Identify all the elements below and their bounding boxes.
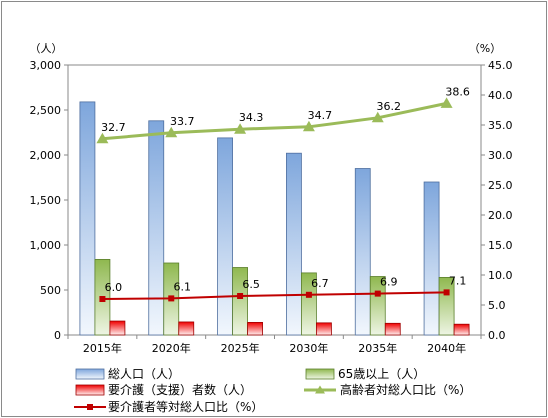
bar-care-recipients xyxy=(247,321,263,336)
bar-65-over xyxy=(232,267,248,336)
right-tick-label: 20.0 xyxy=(488,209,513,222)
bar-care-recipients xyxy=(384,322,401,336)
right-tick-label: 25.0 xyxy=(488,179,513,192)
data-label-elderly-ratio: 32.7 xyxy=(101,121,126,134)
bar-total-population xyxy=(423,181,440,336)
left-tick-label: 1,500 xyxy=(30,194,62,207)
data-label-care-ratio: 6.9 xyxy=(380,276,398,289)
data-label-care-ratio: 6.0 xyxy=(105,281,123,294)
right-tick-label: 5.0 xyxy=(488,299,506,312)
data-label-elderly-ratio: 36.2 xyxy=(377,100,402,113)
right-axis-unit: （%） xyxy=(469,42,501,55)
legend-label-care-recipients: 要介護（支援）者数（人） xyxy=(108,382,252,397)
marker-care-ratio xyxy=(99,296,106,302)
marker-care-ratio xyxy=(374,290,381,297)
left-tick-label: 2,500 xyxy=(30,104,62,117)
bar-65-over xyxy=(301,272,317,336)
right-tick-label: 35.0 xyxy=(488,119,513,132)
left-tick-label: 0 xyxy=(54,329,61,342)
left-tick-label: 500 xyxy=(40,284,61,297)
left-tick-label: 3,000 xyxy=(30,59,62,72)
marker-care-ratio xyxy=(443,289,450,296)
legend-label-total-population: 総人口（人） xyxy=(108,367,180,381)
bar-care-recipients xyxy=(178,321,195,336)
legend-label-care-ratio: 要介護者等対総人口比（%） xyxy=(108,399,263,414)
bar-total-population xyxy=(217,137,233,336)
legend-swatch-elderly-ratio-marker xyxy=(315,385,325,394)
bar-65-over xyxy=(369,276,386,336)
right-tick-label: 30.0 xyxy=(488,149,513,162)
data-label-elderly-ratio: 33.7 xyxy=(170,115,195,128)
data-label-elderly-ratio: 34.7 xyxy=(308,109,333,122)
marker-elderly-ratio xyxy=(302,120,315,132)
right-tick-label: 10.0 xyxy=(488,269,513,282)
marker-care-ratio xyxy=(237,293,244,299)
marker-elderly-ratio xyxy=(371,111,384,123)
right-tick-label: 40.0 xyxy=(488,89,513,102)
marker-care-ratio xyxy=(305,291,312,298)
legend-label-elderly-ratio: 高齢者対総人口比（%） xyxy=(340,382,471,397)
legend-label-65-over: 65歳以上（人） xyxy=(338,367,425,381)
x-tick-label: 2025年 xyxy=(221,341,260,355)
marker-elderly-ratio xyxy=(96,132,109,144)
x-tick-label: 2030年 xyxy=(289,341,328,355)
bar-total-population xyxy=(79,101,96,336)
line-elderly-ratio xyxy=(102,101,447,141)
data-label-care-ratio: 6.1 xyxy=(174,280,192,293)
marker-care-ratio xyxy=(168,295,175,302)
right-tick-label: 15.0 xyxy=(488,239,513,252)
data-label-care-ratio: 6.5 xyxy=(242,278,260,291)
legend-swatch-care-recipients xyxy=(75,384,105,396)
legend-swatch-65-over xyxy=(305,368,335,380)
marker-elderly-ratio xyxy=(165,126,178,138)
x-tick-label: 2035年 xyxy=(358,341,397,355)
data-label-elderly-ratio: 38.6 xyxy=(445,85,470,98)
left-axis-unit: （人） xyxy=(30,42,63,55)
data-label-care-ratio: 7.1 xyxy=(449,274,467,287)
bar-care-recipients xyxy=(109,320,126,336)
bar-total-population xyxy=(148,120,165,336)
x-tick-label: 2015年 xyxy=(83,341,122,355)
data-label-care-ratio: 6.7 xyxy=(311,277,329,290)
x-tick-label: 2040年 xyxy=(427,341,466,355)
legend-swatch-care-ratio-marker xyxy=(87,404,93,410)
marker-elderly-ratio xyxy=(440,97,453,108)
right-tick-label: 0.0 xyxy=(488,329,506,342)
legend: 総人口（人） 65歳以上（人） 要介護（支援）者数（人） 高齢者対総人口比（%）… xyxy=(74,367,471,414)
left-tick-label: 2,000 xyxy=(30,149,62,162)
bar-total-population xyxy=(286,152,302,336)
bar-care-recipients xyxy=(453,323,470,336)
line-care-ratio xyxy=(102,291,447,300)
marker-elderly-ratio xyxy=(234,123,247,134)
right-tick-label: 45.0 xyxy=(488,59,513,72)
x-tick-label: 2020年 xyxy=(152,341,191,355)
bar-care-recipients xyxy=(316,322,332,336)
legend-swatch-total-population xyxy=(75,368,105,380)
bar-total-population xyxy=(354,168,371,336)
data-label-elderly-ratio: 34.3 xyxy=(239,111,264,124)
left-tick-label: 1,000 xyxy=(30,239,62,252)
